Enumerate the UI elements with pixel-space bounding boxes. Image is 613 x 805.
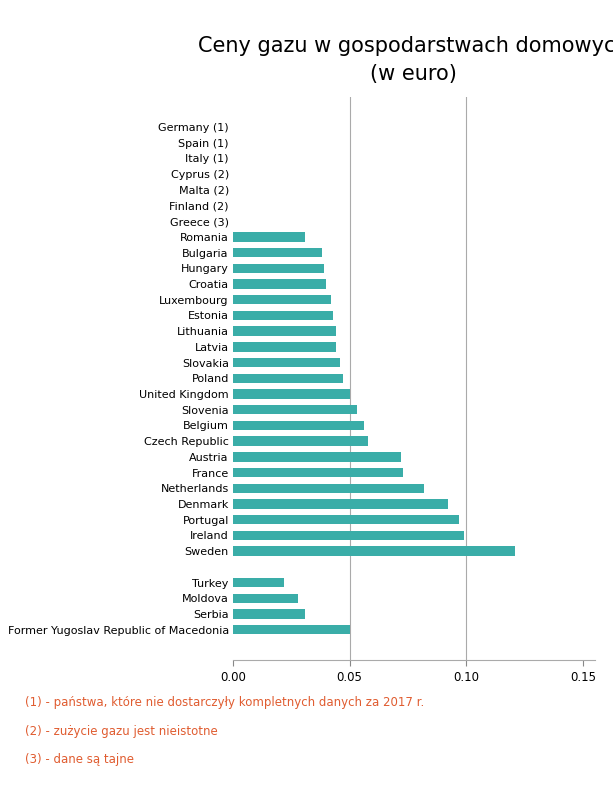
Bar <box>233 405 357 415</box>
Bar <box>233 625 349 634</box>
Bar <box>233 358 340 367</box>
Text: (3) - dane są tajne: (3) - dane są tajne <box>25 753 134 766</box>
Bar <box>233 515 459 525</box>
Bar <box>233 593 299 603</box>
Bar <box>233 530 464 540</box>
Bar <box>233 264 324 273</box>
Bar <box>233 248 322 258</box>
Bar <box>233 232 305 241</box>
Bar <box>233 279 326 289</box>
Bar <box>233 499 447 509</box>
Bar <box>233 374 343 383</box>
Bar <box>233 342 335 352</box>
Bar <box>233 436 368 446</box>
Bar <box>233 327 335 336</box>
Text: (2) - zużycie gazu jest nieistotne: (2) - zużycie gazu jest nieistotne <box>25 724 217 737</box>
Bar <box>233 390 349 398</box>
Bar <box>233 295 331 304</box>
Bar <box>233 452 401 461</box>
Bar <box>233 484 424 493</box>
Title: Ceny gazu w gospodarstwach domowych
(w euro): Ceny gazu w gospodarstwach domowych (w e… <box>199 36 613 84</box>
Bar <box>233 578 284 588</box>
Text: (1) - państwa, które nie dostarczyły kompletnych danych za 2017 r.: (1) - państwa, które nie dostarczyły kom… <box>25 696 424 709</box>
Bar <box>233 468 403 477</box>
Bar <box>233 421 364 430</box>
Bar <box>233 547 516 556</box>
Bar <box>233 609 305 619</box>
Bar <box>233 311 333 320</box>
